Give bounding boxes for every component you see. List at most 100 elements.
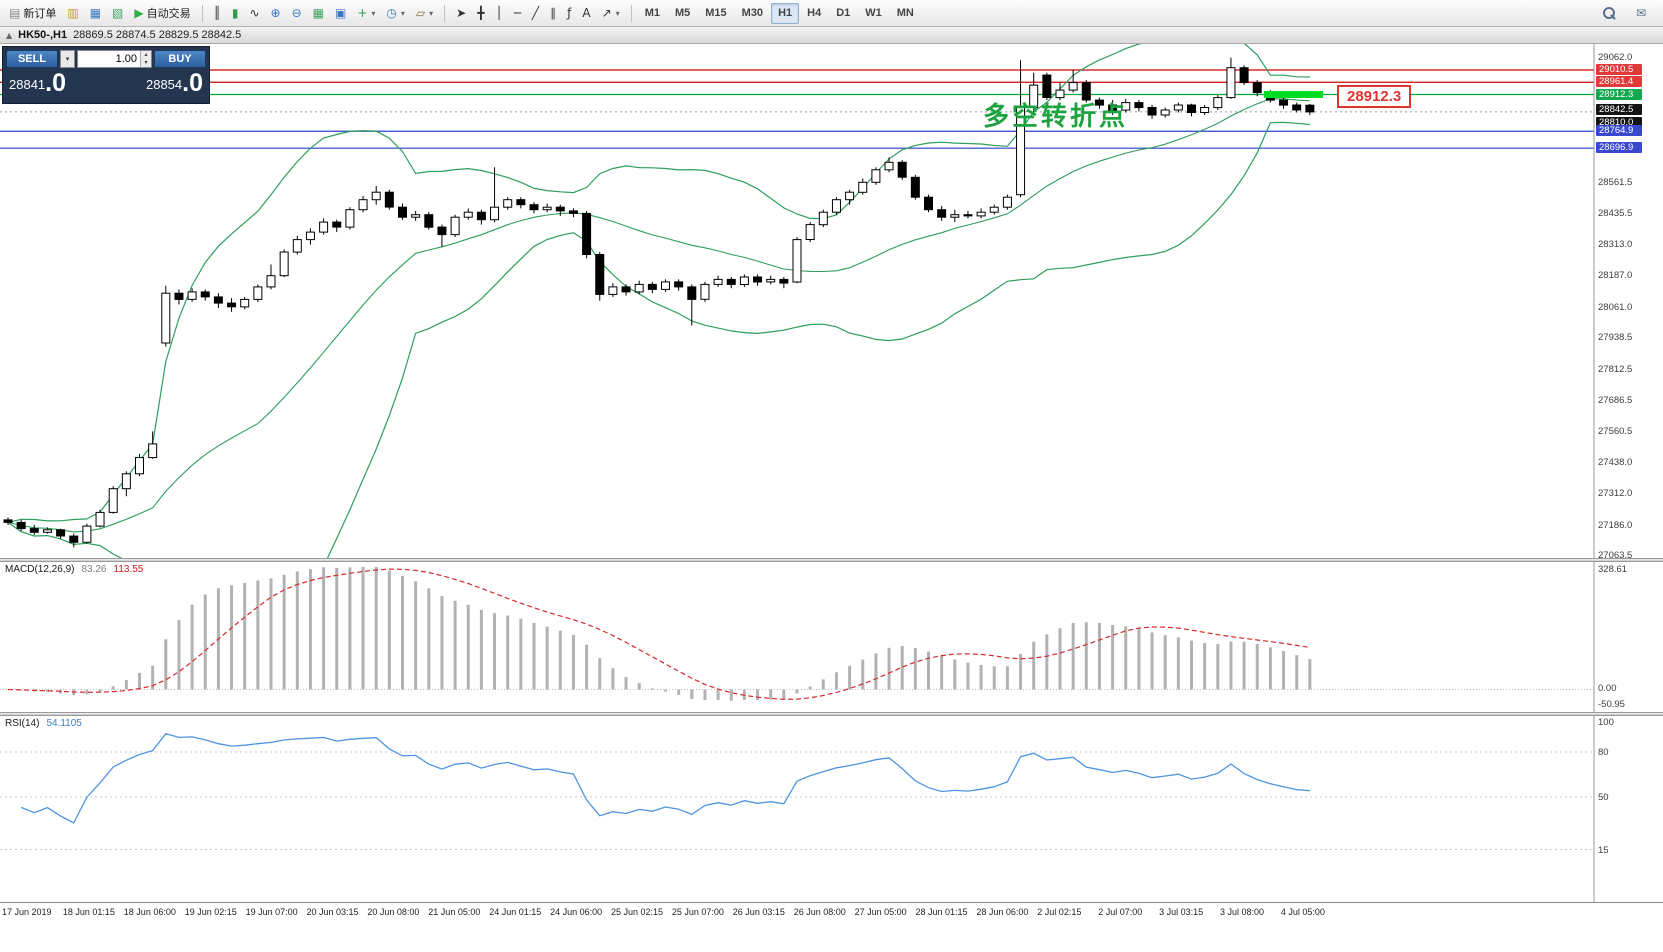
bar-chart-icon[interactable]: ║ — [209, 3, 226, 24]
vertical-line-icon: │ — [495, 6, 503, 20]
timeframe-m5-button[interactable]: M5 — [668, 3, 697, 24]
tile-windows-icon[interactable]: ▦ — [308, 3, 329, 24]
candle-body — [1042, 74, 1052, 98]
price-callout-label[interactable]: 28912.3 — [1337, 85, 1412, 108]
timeframe-m1-button[interactable]: M1 — [638, 3, 667, 24]
chart-annotation-text[interactable]: 多空转折点 — [983, 102, 1129, 132]
new-order-button[interactable]: ▤ 新订单 — [4, 3, 61, 24]
channel-icon: ∥ — [550, 6, 557, 20]
candle-body — [989, 206, 999, 213]
profiles-icon[interactable]: ▥ — [62, 3, 83, 24]
indicators-icon-dropdown[interactable]: ▾ — [371, 8, 376, 18]
time-axis-label: 26 Jun 03:15 — [732, 907, 785, 917]
rsi-panel[interactable]: RSI(14) 54.1105 100 80 50 15 — [0, 716, 1663, 902]
timeframe-d1-button-label: D1 — [836, 7, 851, 19]
profiles-icon: ▥ — [67, 6, 79, 20]
panel-splitter[interactable] — [0, 712, 1663, 716]
cascade-windows-icon[interactable]: ▣ — [330, 3, 351, 24]
indicators-icon[interactable]: + ▾ — [352, 3, 380, 24]
crosshair-icon[interactable]: ╋ — [472, 3, 489, 24]
trendline-icon: ╱ — [531, 6, 540, 20]
templates-icon-dropdown[interactable]: ▾ — [429, 8, 434, 18]
periods-icon-dropdown[interactable]: ▾ — [400, 8, 405, 18]
channel-icon[interactable]: ∥ — [545, 3, 561, 24]
candle-body — [463, 211, 473, 218]
price-axis-label: 28313.0 — [1598, 238, 1633, 250]
arrows-icon-dropdown[interactable]: ▾ — [615, 8, 620, 18]
volume-preset-dropdown[interactable]: ▾ — [60, 50, 75, 68]
tile-windows-icon: ▦ — [312, 6, 324, 20]
volume-increase-button[interactable]: ▴ — [141, 51, 151, 59]
price-axis[interactable]: 29062.0 28561.5 28435.5 28313.0 28187.0 28061… — [1596, 44, 1662, 561]
candle-body — [595, 254, 605, 295]
market-watch-icon[interactable]: ▦ — [85, 3, 106, 24]
timeframe-m15-button-label: M15 — [705, 7, 727, 19]
candle-body — [29, 528, 39, 533]
arrows-icon[interactable]: ↗ ▾ — [597, 3, 625, 24]
timeframe-h1-button[interactable]: H1 — [771, 2, 800, 24]
candle-body — [1239, 67, 1249, 84]
timeframe-m15-button[interactable]: M15 — [698, 3, 733, 24]
volume-decrease-button[interactable]: ▾ — [141, 59, 151, 67]
candle-body — [42, 529, 52, 533]
cursor-icon: ➤ — [456, 6, 467, 20]
candle-body — [845, 191, 855, 201]
time-axis[interactable]: 17 Jun 2019 18 Jun 01:15 18 Jun 06:00 19 Ju… — [0, 902, 1663, 924]
indicators-icon: + — [357, 6, 368, 20]
search-icon[interactable] — [1597, 3, 1621, 24]
candle-body — [1147, 107, 1157, 116]
vertical-line-icon[interactable]: │ — [490, 3, 507, 24]
autotrading-button[interactable]: ▶ 自动交易 — [129, 3, 195, 24]
fibonacci-icon[interactable]: ƒ — [562, 3, 576, 24]
zoom-out-icon[interactable]: ⊖ — [287, 3, 307, 24]
panel-splitter[interactable] — [0, 558, 1663, 562]
rsi-axis[interactable]: 100 80 50 15 — [1596, 716, 1662, 902]
timeframe-d1-button[interactable]: D1 — [829, 3, 857, 24]
macd-signal-value: 113.55 — [113, 564, 144, 575]
buy-button[interactable]: BUY — [154, 50, 206, 68]
candle-body — [542, 206, 552, 211]
cascade-windows-icon: ▣ — [334, 6, 347, 20]
macd-panel[interactable]: MACD(12,26,9) 83.26 113.55 328.61 0.00 -50.9… — [0, 562, 1663, 712]
timeframe-mn-button[interactable]: MN — [890, 3, 921, 24]
candle-body — [108, 488, 118, 513]
periods-icon: ◷ — [386, 6, 397, 20]
zoom-in-icon: ⊕ — [270, 6, 281, 20]
periods-icon[interactable]: ◷ ▾ — [381, 3, 410, 24]
timeframe-w1-button[interactable]: W1 — [858, 3, 889, 24]
candle-body — [792, 239, 802, 283]
macd-axis-label: -50.95 — [1598, 699, 1625, 710]
candle-body — [95, 511, 105, 527]
candle-body — [516, 199, 526, 206]
trendline-icon[interactable]: ╱ — [527, 3, 544, 24]
toolbar-separator — [201, 4, 203, 22]
chart-canvas[interactable]: 29062.0 28561.5 28435.5 28313.0 28187.0 28061… — [0, 44, 1663, 561]
candle-body — [1016, 107, 1026, 196]
candlestick-chart-icon[interactable]: ▮ — [227, 3, 244, 24]
candle-body — [884, 161, 894, 171]
text-icon[interactable]: A — [577, 3, 595, 24]
zoom-in-icon[interactable]: ⊕ — [266, 3, 286, 24]
templates-icon[interactable]: ▱ ▾ — [411, 3, 438, 24]
candle-body — [621, 286, 631, 293]
navigator-icon[interactable]: ▧ — [107, 3, 128, 24]
candle-body — [174, 292, 184, 300]
crosshair-icon: ╋ — [477, 6, 485, 20]
candle-body — [568, 210, 578, 214]
cursor-icon[interactable]: ➤ — [451, 3, 471, 24]
candle-body — [924, 196, 933, 211]
candle-body — [739, 276, 749, 285]
timeframe-m30-button[interactable]: M30 — [735, 3, 770, 24]
candle-body — [1081, 82, 1091, 101]
line-chart-icon[interactable]: ∿ — [244, 3, 264, 24]
volume-input[interactable]: 1.00 ▴ ▾ — [77, 50, 152, 68]
mail-icon[interactable]: ✉ — [1631, 3, 1651, 24]
candle-body — [831, 199, 841, 213]
timeframe-h4-button[interactable]: H4 — [800, 3, 828, 24]
horizontal-line-icon[interactable]: ─ — [509, 3, 526, 24]
macd-axis[interactable]: 328.61 0.00 -50.95 — [1596, 562, 1662, 712]
candle-body — [726, 278, 736, 285]
sell-price: 28841.0 — [9, 71, 66, 96]
price-axis-label: 27312.0 — [1598, 488, 1633, 500]
sell-button[interactable]: SELL — [6, 50, 58, 68]
